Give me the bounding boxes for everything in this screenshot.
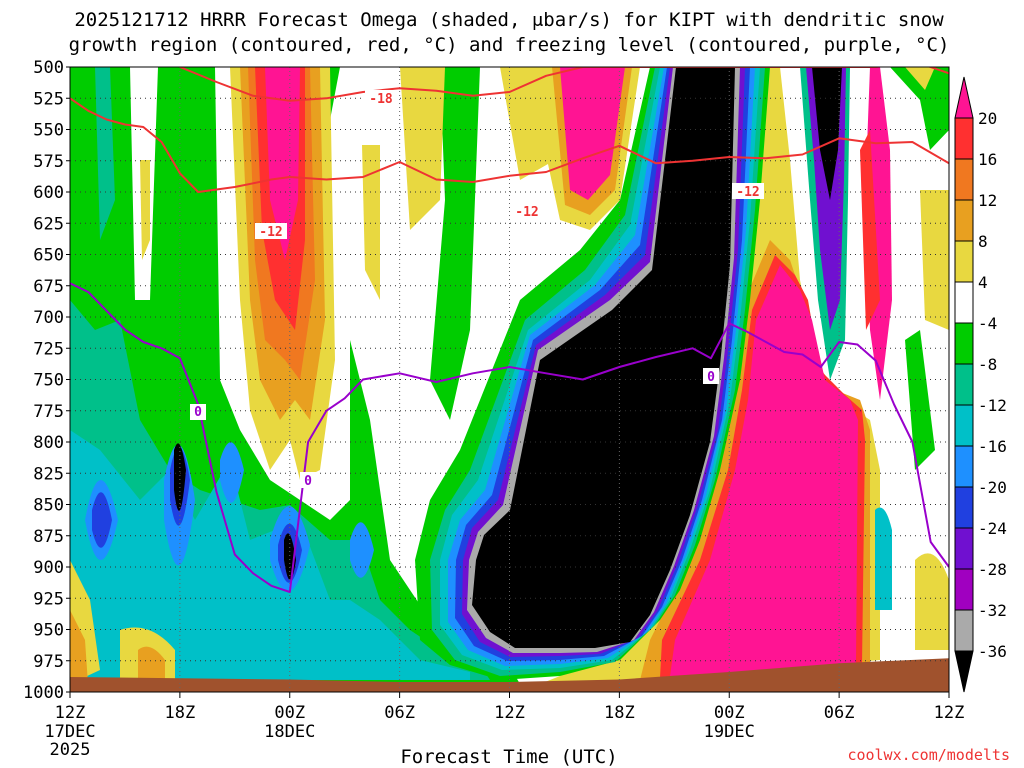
contour-label-red-18: -18 — [369, 92, 393, 107]
y-tick-label-4: 600 — [33, 183, 64, 203]
colorbar-label-6: -8 — [978, 355, 997, 374]
colorbar-band-8 — [954, 404, 974, 447]
colorbar-band-14 — [954, 650, 974, 693]
x-tick-label-7: 06Z — [824, 703, 855, 723]
colorbar-label-7: -12 — [978, 396, 1007, 415]
x-tick-label-8: 12Z — [934, 703, 965, 723]
colorbar-label-2: 12 — [978, 191, 997, 210]
x-date-label-6: 19DEC — [704, 722, 755, 742]
contour-lines — [70, 67, 949, 593]
colorbar-label-8: -16 — [978, 437, 1007, 456]
omega-shading-descent — [70, 67, 949, 684]
contour-label-red-12-a: -12 — [259, 225, 282, 240]
y-tick-label-0: 500 — [33, 58, 64, 78]
contour-labels: -18 -12 -12 -12 0 0 0 — [190, 90, 764, 489]
contour-label-purple-0-a: 0 — [194, 405, 202, 420]
y-tick-label-5: 625 — [33, 214, 64, 234]
colorbar-band-11 — [954, 527, 974, 570]
contour-label-red-12-c: -12 — [736, 185, 759, 200]
colorbar-band-0 — [954, 76, 974, 119]
y-tick-label-1: 525 — [33, 89, 64, 109]
colorbar-label-9: -20 — [978, 478, 1007, 497]
y-tick-label-18: 950 — [33, 621, 64, 641]
chart-title-line-2: growth region (contoured, red, °C) and f… — [69, 34, 950, 56]
x-tick-label-3: 06Z — [384, 703, 415, 723]
y-tick-label-8: 700 — [33, 308, 64, 328]
colorbar-band-5 — [954, 281, 974, 324]
x-year-label-0: 2025 — [50, 740, 91, 760]
x-date-label-2: 18DEC — [264, 722, 315, 742]
contour-series-1 — [179, 67, 949, 102]
y-tick-label-14: 850 — [33, 496, 64, 516]
colorbar-label-1: 16 — [978, 150, 997, 169]
colorbar-band-6 — [954, 322, 974, 365]
colorbar-label-13: -36 — [978, 642, 1007, 661]
y-tick-label-15: 875 — [33, 527, 64, 547]
colorbar-label-4: 4 — [978, 273, 988, 292]
contour-label-red-12-b: -12 — [515, 205, 538, 220]
colorbar-band-12 — [954, 568, 974, 611]
y-tick-label-13: 825 — [33, 464, 64, 484]
contour-label-purple-0-b: 0 — [304, 474, 312, 489]
vertical-gridlines — [179, 67, 840, 692]
colorbar-label-11: -28 — [978, 560, 1007, 579]
y-tick-label-9: 725 — [33, 339, 64, 359]
contour-series-2 — [70, 282, 949, 593]
x-tick-label-6: 00Z — [714, 703, 745, 723]
colorbar-band-10 — [954, 486, 974, 529]
colorbar-band-7 — [954, 363, 974, 406]
colorbar-band-9 — [954, 445, 974, 488]
omega-shading-strong-ascent — [415, 67, 850, 680]
y-tick-label-20: 1000 — [23, 683, 64, 703]
x-tick-label-5: 18Z — [604, 703, 635, 723]
colorbar-band-3 — [954, 199, 974, 242]
y-tick-label-17: 925 — [33, 589, 64, 609]
y-tick-label-3: 575 — [33, 152, 64, 172]
y-tick-label-16: 900 — [33, 558, 64, 578]
plot-area: -18 -12 -12 -12 0 0 0 — [70, 67, 949, 692]
y-tick-label-19: 975 — [33, 652, 64, 672]
x-tick-label-1: 18Z — [165, 703, 196, 723]
y-tick-label-7: 675 — [33, 277, 64, 297]
x-tick-label-2: 00Z — [274, 703, 305, 723]
x-axis-label: Forecast Time (UTC) — [400, 746, 617, 768]
colorbar-band-2 — [954, 158, 974, 201]
chart-title-line-1: 2025121712 HRRR Forecast Omega (shaded, … — [74, 9, 944, 31]
contour-series-0 — [70, 97, 949, 193]
y-axis: 500 525 550 575 600 625 650 675 700 725 750 775 800 8… — [23, 58, 70, 703]
colorbar-label-3: 8 — [978, 232, 988, 251]
watermark: coolwx.com/modelts — [847, 746, 1010, 764]
y-tick-label-6: 650 — [33, 246, 64, 266]
colorbar: 20 16 12 8 4 -4 -8 -12 -16 -20 -24 -28 -32 -36 — [954, 76, 1007, 693]
y-tick-label-10: 750 — [33, 371, 64, 391]
y-tick-label-12: 800 — [33, 433, 64, 453]
colorbar-label-10: -24 — [978, 519, 1007, 538]
contour-label-purple-0-c: 0 — [707, 370, 715, 385]
y-tick-label-2: 550 — [33, 121, 64, 141]
colorbar-label-12: -32 — [978, 601, 1007, 620]
colorbar-band-1 — [954, 117, 974, 160]
x-date-label-0: 17DEC — [44, 722, 95, 742]
colorbar-label-0: 20 — [978, 109, 997, 128]
colorbar-band-13 — [954, 609, 974, 652]
x-tick-label-0: 12Z — [55, 703, 86, 723]
colorbar-label-5: -4 — [978, 314, 997, 333]
omega-shading-ascent — [70, 67, 520, 684]
y-tick-label-11: 775 — [33, 402, 64, 422]
x-tick-label-4: 12Z — [494, 703, 525, 723]
colorbar-band-4 — [954, 240, 974, 283]
